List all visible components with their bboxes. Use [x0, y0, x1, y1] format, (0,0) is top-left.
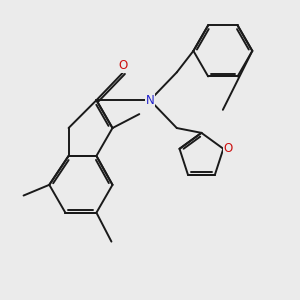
Text: O: O [118, 59, 128, 72]
Text: N: N [146, 94, 154, 107]
Text: O: O [223, 142, 232, 155]
